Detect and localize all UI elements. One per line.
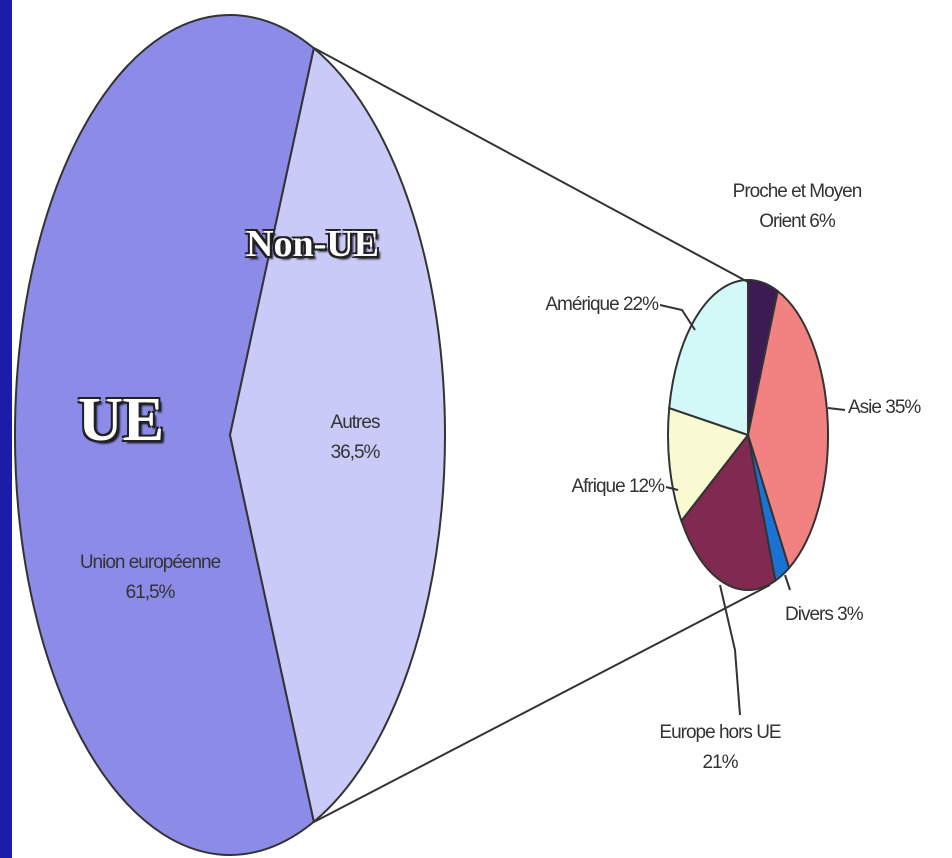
side-bar [0, 0, 12, 858]
slice-label: Divers 3% [785, 604, 864, 625]
group-label: UE [78, 386, 165, 454]
slice-label: Autres 36,5% [330, 412, 381, 463]
slice-label: Amérique 22% [545, 294, 659, 315]
slice-label: Afrique 12% [571, 476, 665, 497]
connectors [313, 47, 846, 823]
group-label: Non-UE [246, 223, 380, 265]
pie-slice [14, 14, 315, 856]
pie-slice [667, 406, 750, 523]
slices [14, 14, 829, 856]
slice-label: Asie 35% [848, 397, 921, 418]
slice-label: Europe hors UE 21% [659, 722, 781, 773]
pie-slice [668, 278, 749, 437]
pie-slice [228, 46, 446, 824]
slice-label: Union européenne 61,5% [79, 552, 221, 603]
slice-label: Proche et Moyen Orient 6% [732, 181, 863, 232]
